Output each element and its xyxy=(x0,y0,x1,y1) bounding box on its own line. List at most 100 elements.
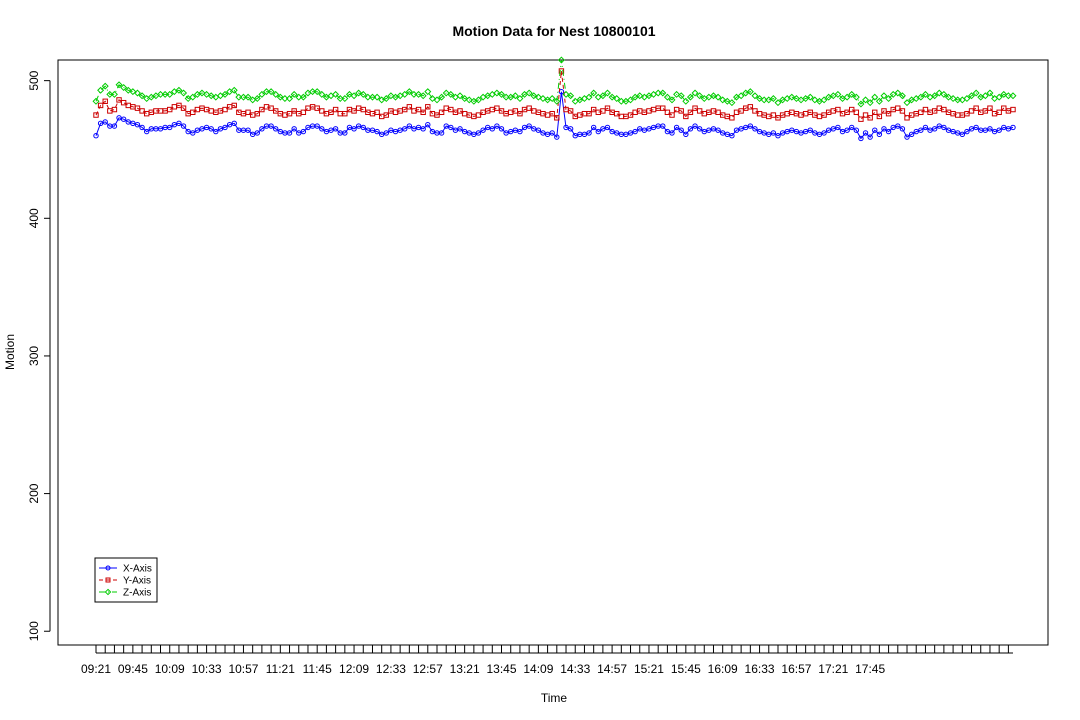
data-point xyxy=(921,90,929,98)
data-point xyxy=(944,93,952,101)
data-point xyxy=(328,127,334,133)
data-point xyxy=(540,130,546,136)
data-point xyxy=(503,130,509,136)
data-point xyxy=(517,110,523,117)
data-point xyxy=(222,124,228,131)
data-point xyxy=(821,130,827,136)
data-point xyxy=(254,110,260,117)
data-point xyxy=(120,99,127,106)
data-point xyxy=(692,105,698,111)
x-tick-label: 17:45 xyxy=(855,662,885,676)
data-point xyxy=(595,128,601,135)
data-point xyxy=(816,131,823,138)
data-point xyxy=(834,90,842,98)
data-point xyxy=(494,123,500,129)
data-point xyxy=(258,90,266,98)
data-point xyxy=(696,126,703,132)
data-point xyxy=(793,128,800,135)
data-point xyxy=(157,126,164,132)
data-point xyxy=(175,86,183,94)
data-point xyxy=(134,121,141,128)
data-point xyxy=(374,109,380,116)
data-point xyxy=(351,126,357,132)
data-point xyxy=(714,93,722,101)
data-point xyxy=(683,131,689,138)
data-point xyxy=(844,109,850,116)
data-point xyxy=(190,130,196,136)
data-point xyxy=(876,131,883,138)
chart-title: Motion Data for Nest 10800101 xyxy=(452,23,655,39)
data-point xyxy=(433,96,441,104)
data-point xyxy=(917,93,925,101)
data-point xyxy=(599,92,607,100)
data-point xyxy=(359,90,367,98)
x-tick-label: 12:09 xyxy=(339,662,369,676)
data-point xyxy=(710,126,717,132)
data-point xyxy=(130,120,136,127)
data-point xyxy=(484,124,491,131)
data-point xyxy=(913,128,919,135)
data-point xyxy=(318,90,326,98)
data-point xyxy=(617,97,625,105)
data-point xyxy=(775,115,781,121)
data-point xyxy=(885,110,892,117)
data-point xyxy=(852,93,860,101)
data-point xyxy=(963,95,971,103)
data-point xyxy=(995,93,1003,101)
x-tick-label: 17:21 xyxy=(818,662,848,676)
data-point xyxy=(899,108,906,114)
data-point xyxy=(259,106,265,113)
data-point xyxy=(323,128,330,135)
data-point xyxy=(369,127,376,133)
data-point xyxy=(876,113,883,120)
data-point xyxy=(548,95,556,103)
data-point xyxy=(858,116,864,122)
data-point xyxy=(881,108,887,114)
x-tick-label: 16:57 xyxy=(781,662,811,676)
data-point xyxy=(475,130,482,136)
x-tick-label: 14:09 xyxy=(523,662,553,676)
x-tick-label: 09:21 xyxy=(81,662,111,676)
data-point xyxy=(562,90,570,98)
data-point xyxy=(429,128,436,135)
data-point xyxy=(521,124,528,131)
data-point xyxy=(125,102,131,109)
data-point xyxy=(936,123,942,129)
data-point xyxy=(383,130,390,136)
data-point xyxy=(1005,126,1012,132)
data-point xyxy=(341,95,349,103)
data-point xyxy=(120,84,128,92)
data-point xyxy=(663,93,671,101)
data-point xyxy=(719,130,726,136)
data-point xyxy=(167,106,173,113)
data-point xyxy=(613,95,621,103)
data-point xyxy=(664,128,671,135)
data-point xyxy=(309,88,317,96)
data-point xyxy=(268,123,274,129)
data-point xyxy=(456,92,464,100)
data-point xyxy=(415,90,423,98)
data-point xyxy=(319,108,325,114)
data-point xyxy=(871,93,879,101)
data-point xyxy=(659,89,667,97)
data-point xyxy=(382,95,390,103)
data-point xyxy=(342,110,348,117)
data-point xyxy=(769,95,777,103)
data-point xyxy=(291,108,297,114)
data-point xyxy=(885,95,893,103)
data-point xyxy=(660,105,666,111)
data-point xyxy=(981,92,989,100)
data-point xyxy=(585,93,593,101)
data-point xyxy=(890,124,896,131)
data-point xyxy=(388,127,394,133)
data-point xyxy=(139,108,145,114)
data-point xyxy=(511,92,519,100)
data-point xyxy=(558,68,565,74)
data-point xyxy=(535,127,542,133)
data-point xyxy=(825,127,832,133)
data-point xyxy=(539,95,547,103)
data-point xyxy=(922,124,929,131)
data-point xyxy=(133,89,141,97)
data-point xyxy=(461,110,468,117)
